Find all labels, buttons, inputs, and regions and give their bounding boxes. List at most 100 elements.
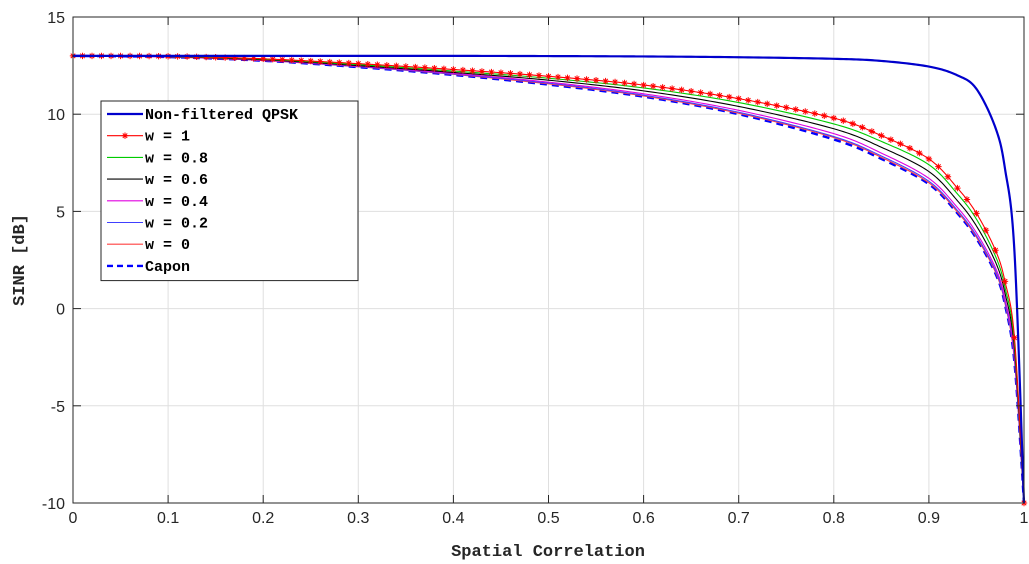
series-marker bbox=[402, 63, 410, 70]
series-marker bbox=[364, 60, 372, 68]
series-marker bbox=[678, 86, 685, 94]
series-marker bbox=[887, 136, 895, 143]
series-marker bbox=[640, 81, 647, 89]
series-marker bbox=[240, 54, 248, 62]
series-marker bbox=[982, 227, 990, 234]
series-marker bbox=[421, 64, 429, 71]
series-marker bbox=[821, 112, 828, 119]
series-marker bbox=[374, 61, 381, 68]
series-marker bbox=[944, 173, 952, 180]
series-line bbox=[72, 55, 1025, 504]
series-marker bbox=[745, 97, 752, 104]
series-marker bbox=[992, 247, 999, 254]
y-tick-label: 15 bbox=[47, 10, 65, 27]
series-marker bbox=[288, 56, 295, 64]
x-tick-label: 0.9 bbox=[918, 510, 940, 527]
series-marker bbox=[326, 58, 333, 66]
x-tick-label: 0.1 bbox=[157, 510, 179, 527]
series-marker bbox=[630, 80, 638, 88]
series-marker bbox=[345, 59, 352, 67]
series-marker bbox=[564, 74, 571, 82]
series-marker bbox=[925, 155, 933, 163]
y-tick-label: -10 bbox=[42, 496, 65, 513]
series-marker bbox=[916, 149, 923, 157]
series-marker bbox=[849, 120, 857, 127]
series-marker bbox=[279, 56, 286, 63]
series-marker bbox=[764, 100, 771, 108]
series-marker bbox=[507, 70, 514, 77]
series-marker bbox=[897, 140, 904, 148]
x-tick-label: 0.2 bbox=[252, 510, 274, 527]
series-marker bbox=[250, 55, 257, 62]
legend-label: w = 1 bbox=[145, 129, 190, 146]
series-marker bbox=[973, 210, 980, 217]
legend-label: w = 0 bbox=[145, 237, 190, 254]
series-marker bbox=[573, 75, 581, 82]
series-marker bbox=[687, 87, 695, 95]
series-marker bbox=[412, 63, 419, 71]
series-marker bbox=[811, 110, 818, 117]
series-marker bbox=[1001, 278, 1009, 285]
x-tick-label: 1 bbox=[1020, 510, 1029, 527]
series-marker bbox=[935, 163, 942, 170]
x-tick-label: 0.8 bbox=[823, 510, 845, 527]
x-tick-label: 0.5 bbox=[537, 510, 559, 527]
series-marker bbox=[697, 89, 704, 96]
series-marker bbox=[735, 95, 742, 102]
series-marker bbox=[840, 117, 847, 124]
series-marker bbox=[716, 92, 723, 99]
x-tick-label: 0.6 bbox=[632, 510, 654, 527]
series-marker bbox=[725, 93, 733, 101]
legend-marker bbox=[121, 132, 129, 139]
series-marker bbox=[906, 145, 914, 152]
series-marker bbox=[554, 73, 562, 81]
legend-label: w = 0.4 bbox=[145, 194, 208, 211]
series-marker bbox=[355, 60, 362, 67]
legend-label: Non-filtered QPSK bbox=[145, 107, 298, 124]
series-marker bbox=[307, 57, 314, 65]
series-marker bbox=[431, 65, 438, 72]
series-marker bbox=[212, 54, 219, 61]
series-marker bbox=[535, 72, 543, 79]
series-marker bbox=[336, 59, 343, 66]
series-marker bbox=[621, 79, 628, 87]
series-marker bbox=[440, 65, 448, 73]
series-marker bbox=[469, 67, 476, 74]
legend-label: w = 0.2 bbox=[145, 216, 208, 233]
series-marker bbox=[202, 53, 210, 61]
series-group bbox=[69, 52, 1028, 507]
series-marker bbox=[488, 68, 495, 76]
series-marker bbox=[868, 128, 876, 135]
series-marker bbox=[754, 98, 761, 106]
y-tick-label: 5 bbox=[56, 204, 65, 221]
y-tick-label: -5 bbox=[51, 399, 65, 416]
series-marker bbox=[221, 54, 229, 61]
series-marker bbox=[317, 58, 324, 65]
series-marker bbox=[602, 77, 609, 85]
y-tick-label: 10 bbox=[47, 107, 65, 124]
legend-label: w = 0.8 bbox=[145, 150, 208, 167]
series-marker bbox=[783, 104, 790, 111]
series-marker bbox=[497, 69, 505, 76]
series-marker bbox=[459, 66, 467, 74]
series-marker bbox=[963, 196, 971, 203]
series-marker bbox=[592, 77, 600, 84]
legend-label: Capon bbox=[145, 259, 190, 276]
series-marker bbox=[878, 132, 885, 139]
series-marker bbox=[668, 85, 676, 92]
series-marker bbox=[611, 78, 619, 86]
series-marker bbox=[859, 124, 866, 131]
legend-box bbox=[100, 100, 359, 282]
series-marker bbox=[450, 66, 457, 73]
series-marker bbox=[298, 57, 305, 64]
series-marker bbox=[269, 55, 276, 63]
series-marker bbox=[706, 90, 714, 98]
series-marker bbox=[393, 62, 400, 70]
x-axis-label: Spatial Correlation bbox=[451, 543, 645, 562]
x-tick-label: 0.7 bbox=[728, 510, 750, 527]
y-tick-label: 0 bbox=[56, 302, 65, 319]
series-marker bbox=[792, 106, 799, 113]
series-marker bbox=[773, 102, 780, 109]
axis-ticks: 0 0.1 0.2 0.3 0.4 0.5 0.6 0.7 0.8 0.9 1 -10 -5 0 5 10 15 bbox=[42, 10, 1029, 527]
